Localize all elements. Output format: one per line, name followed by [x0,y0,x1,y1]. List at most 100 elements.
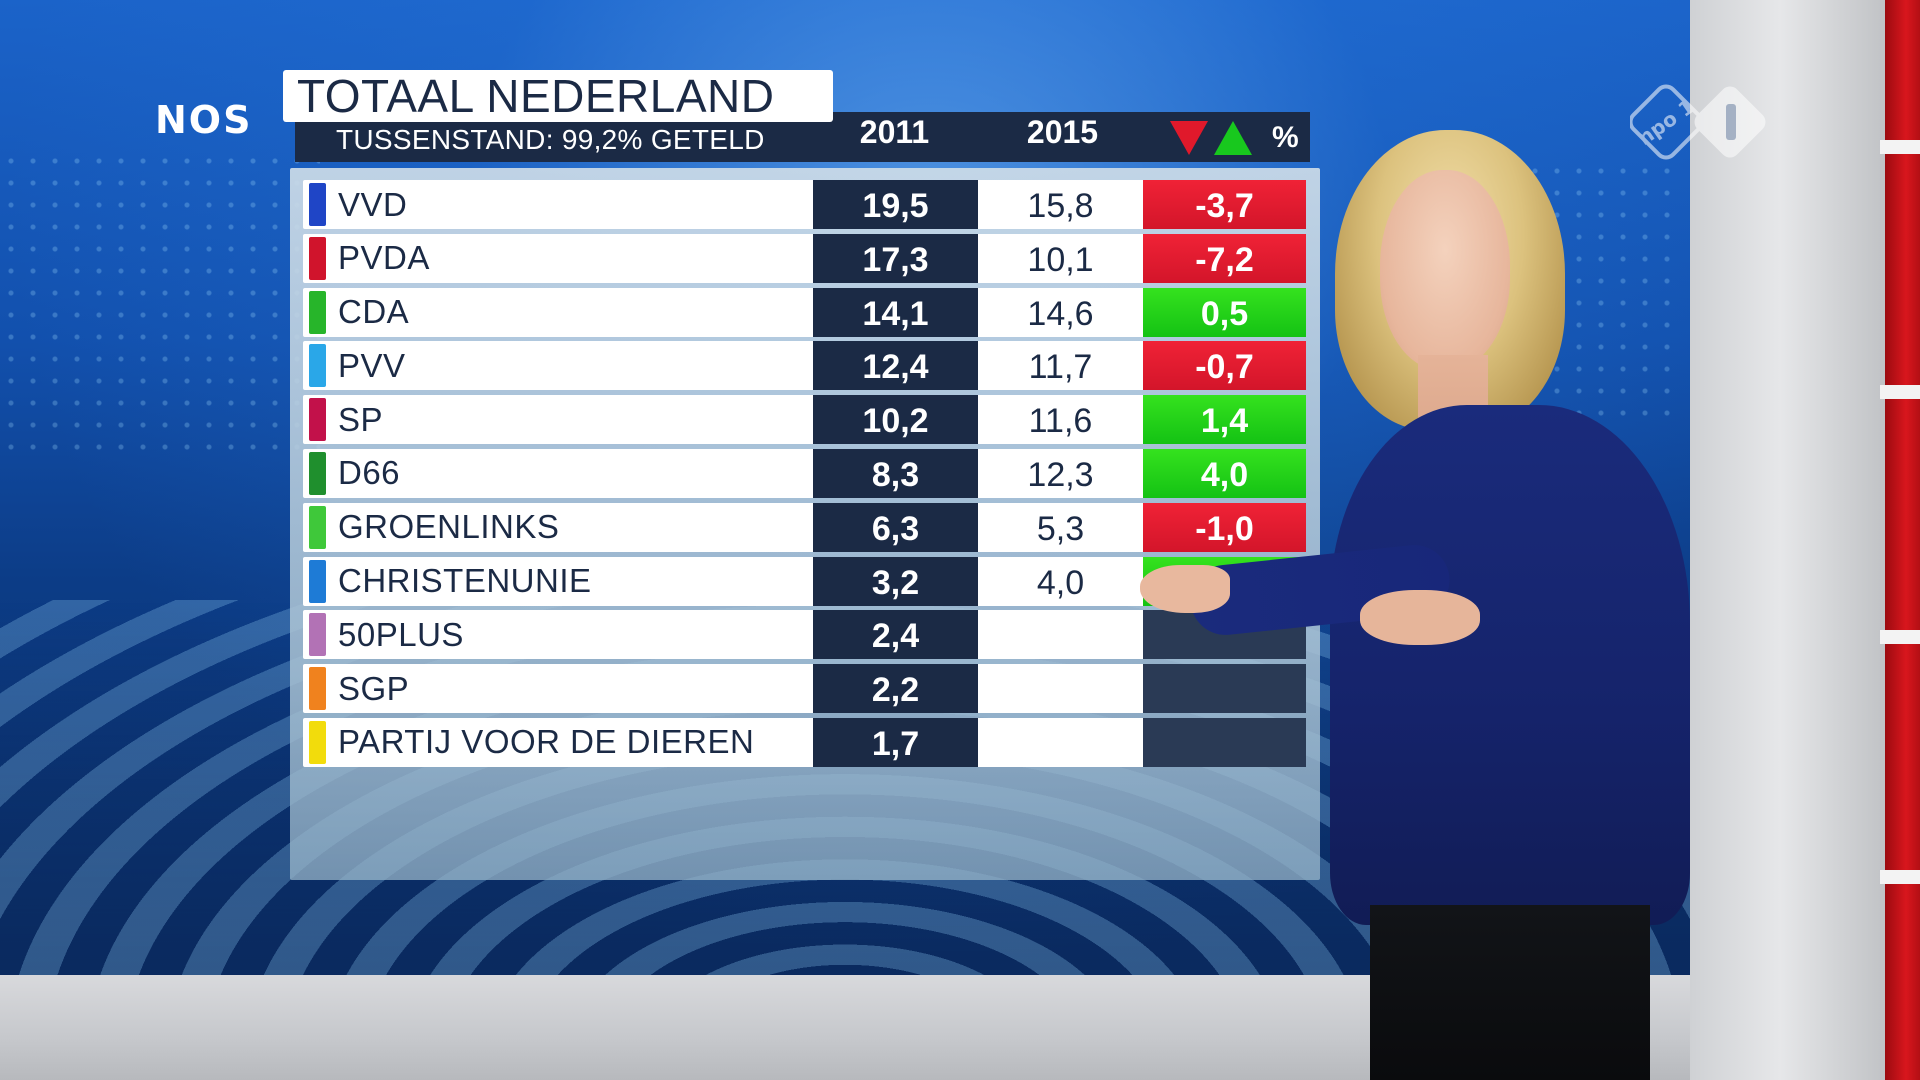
result-row: VVD 19,5 15,8 -3,7 [303,180,1308,234]
party-cell: PVDA [303,233,813,283]
party-color-swatch [309,398,326,442]
value-2015: 15,8 [978,180,1143,229]
party-cell: VVD [303,180,813,229]
studio-pillar [1690,0,1890,1080]
change-value: -0,7 [1143,341,1306,391]
red-panel-stripe [1880,870,1920,884]
value-2015: 11,7 [978,341,1143,391]
party-cell: SP [303,395,813,445]
value-2015: 14,6 [978,287,1143,337]
presenter-pants [1370,905,1650,1080]
party-cell: D66 [303,448,813,498]
party-name: SP [338,400,384,438]
party-color-swatch [309,667,326,711]
result-row: CDA 14,1 14,6 0,5 [303,287,1308,342]
result-row: SP 10,2 11,6 1,4 [303,395,1308,449]
board-title: TOTAAL NEDERLAND [297,70,775,122]
triangle-up-icon [1214,121,1252,155]
change-value: -1,0 [1143,502,1306,552]
presenter-face [1380,170,1510,370]
value-2011: 10,2 [813,395,978,445]
nos-logo-text: NOS [155,98,253,142]
value-2015: 11,6 [978,395,1143,445]
value-2015: 4,0 [978,556,1143,606]
party-name: PVV [338,346,406,384]
presenter-hand [1140,565,1230,613]
change-column-header: % [1170,118,1310,158]
nos-logo: NOS [155,98,253,142]
value-2015: 5,3 [978,502,1143,552]
party-cell: 50PLUS [303,610,813,660]
value-2011: 6,3 [813,502,978,552]
party-color-swatch [309,344,326,388]
party-color-swatch [309,236,326,280]
red-panel-stripe [1880,140,1920,154]
presenter-hand-left [1360,590,1480,645]
results-table: VVD 19,5 15,8 -3,7 PVDA 17,3 10,1 -7,2 CDA 14,1 14… [303,180,1308,772]
result-row: 50PLUS 2,4 [303,610,1308,664]
percent-label: % [1272,121,1299,154]
party-name: VVD [338,185,408,223]
party-name: GROENLINKS [338,508,560,546]
party-color-swatch [309,505,326,549]
result-row: GROENLINKS 6,3 5,3 -1,0 [303,502,1308,557]
result-row: D66 8,3 12,3 4,0 [303,448,1308,503]
value-2015 [978,610,1143,660]
triangle-down-icon [1170,121,1208,155]
party-cell: PVV [303,341,813,391]
value-2011: 3,2 [813,556,978,606]
column-header-2015: 2015 [1026,114,1099,150]
party-name: SGP [338,669,410,707]
party-name: CHRISTENUNIE [338,562,592,600]
value-2011: 17,3 [813,233,978,283]
background-light-pattern [0,150,320,450]
value-2015: 12,3 [978,448,1143,498]
result-row: PVV 12,4 11,7 -0,7 [303,341,1308,395]
party-color-swatch [309,613,326,657]
party-color-swatch [309,290,326,334]
change-value: 4,0 [1143,448,1306,498]
value-2011: 1,7 [813,717,978,767]
change-value: 1,4 [1143,395,1306,445]
party-cell: PARTIJ VOOR DE DIEREN [303,717,813,767]
result-row: PVDA 17,3 10,1 -7,2 [303,233,1308,288]
party-color-swatch [309,451,326,495]
party-name: PVDA [338,239,430,277]
party-cell: SGP [303,664,813,714]
value-2015 [978,664,1143,714]
party-color-swatch [309,559,326,603]
change-value: -3,7 [1143,180,1306,229]
change-value [1143,717,1306,767]
npo-1-logo-icon: npo 1 [1630,84,1766,160]
studio-red-panel [1885,0,1920,1080]
value-2011: 8,3 [813,448,978,498]
change-value [1143,664,1306,714]
value-2011: 19,5 [813,180,978,229]
party-name: D66 [338,454,401,492]
party-name: CDA [338,293,410,331]
red-panel-stripe [1880,385,1920,399]
change-value: -7,2 [1143,233,1306,283]
value-2011: 2,4 [813,610,978,660]
value-2011: 14,1 [813,287,978,337]
party-name: 50PLUS [338,615,464,653]
board-subtitle: TUSSENSTAND: 99,2% GETELD [336,124,765,155]
change-value: 0,5 [1143,287,1306,337]
party-color-swatch [309,720,326,764]
presenter-blouse [1330,405,1690,925]
result-row: SGP 2,2 [303,664,1308,718]
presenter [1140,125,1700,1080]
party-name: PARTIJ VOOR DE DIEREN [338,723,755,761]
party-cell: CDA [303,287,813,337]
value-2011: 12,4 [813,341,978,391]
party-cell: GROENLINKS [303,502,813,552]
result-row: PARTIJ VOOR DE DIEREN 1,7 [303,717,1308,772]
value-2015: 10,1 [978,233,1143,283]
value-2011: 2,2 [813,664,978,714]
party-cell: CHRISTENUNIE [303,556,813,606]
column-header-2011: 2011 [859,114,930,150]
value-2015 [978,717,1143,767]
board-title-box: TOTAAL NEDERLAND [283,70,833,122]
party-color-swatch [309,183,326,226]
red-panel-stripe [1880,630,1920,644]
